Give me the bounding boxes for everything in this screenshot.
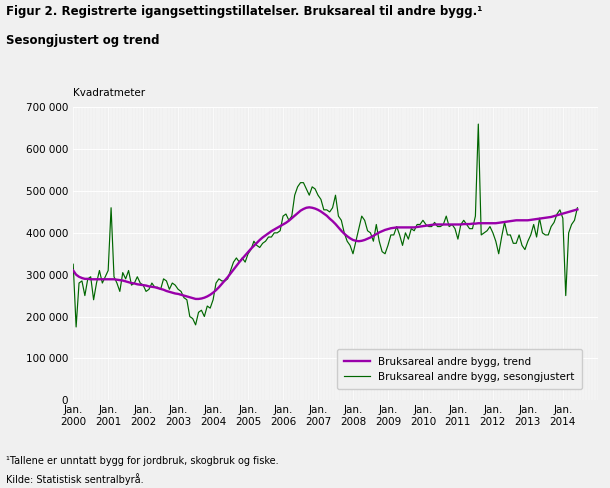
Bruksareal andre bygg, trend: [574, 206, 581, 212]
Bruksareal andre bygg, sesongjustert: [93, 280, 100, 286]
Bruksareal andre bygg, sesongjustert: [78, 278, 85, 284]
Bruksareal andre bygg, trend: [192, 296, 199, 302]
Bruksareal andre bygg, trend: [346, 235, 354, 241]
Bruksareal andre bygg, sesongjustert: [343, 238, 351, 244]
Bruksareal andre bygg, sesongjustert: [574, 205, 581, 211]
Text: Kvadratmeter: Kvadratmeter: [73, 88, 145, 98]
Text: Sesongjustert og trend: Sesongjustert og trend: [6, 34, 160, 47]
Text: Figur 2. Registrerte igangsettingstillatelser. Bruksareal til andre bygg.¹: Figur 2. Registrerte igangsettingstillat…: [6, 5, 483, 18]
Bruksareal andre bygg, trend: [70, 267, 77, 273]
Bruksareal andre bygg, trend: [76, 274, 83, 280]
Line: Bruksareal andre bygg, trend: Bruksareal andre bygg, trend: [73, 207, 578, 299]
Bruksareal andre bygg, sesongjustert: [73, 324, 80, 330]
Bruksareal andre bygg, sesongjustert: [445, 224, 453, 229]
Bruksareal andre bygg, sesongjustert: [70, 261, 77, 267]
Bruksareal andre bygg, trend: [122, 279, 129, 285]
Bruksareal andre bygg, sesongjustert: [475, 121, 482, 127]
Text: ¹Tallene er unntatt bygg for jordbruk, skogbruk og fiske.: ¹Tallene er unntatt bygg for jordbruk, s…: [6, 456, 279, 466]
Bruksareal andre bygg, trend: [448, 222, 456, 227]
Bruksareal andre bygg, sesongjustert: [404, 236, 412, 242]
Bruksareal andre bygg, trend: [407, 224, 415, 230]
Line: Bruksareal andre bygg, sesongjustert: Bruksareal andre bygg, sesongjustert: [73, 124, 578, 327]
Text: Kilde: Statistisk sentralbyrå.: Kilde: Statistisk sentralbyrå.: [6, 473, 144, 485]
Legend: Bruksareal andre bygg, trend, Bruksareal andre bygg, sesongjustert: Bruksareal andre bygg, trend, Bruksareal…: [337, 349, 582, 389]
Bruksareal andre bygg, trend: [90, 276, 97, 282]
Bruksareal andre bygg, trend: [306, 204, 313, 210]
Bruksareal andre bygg, sesongjustert: [125, 267, 132, 273]
